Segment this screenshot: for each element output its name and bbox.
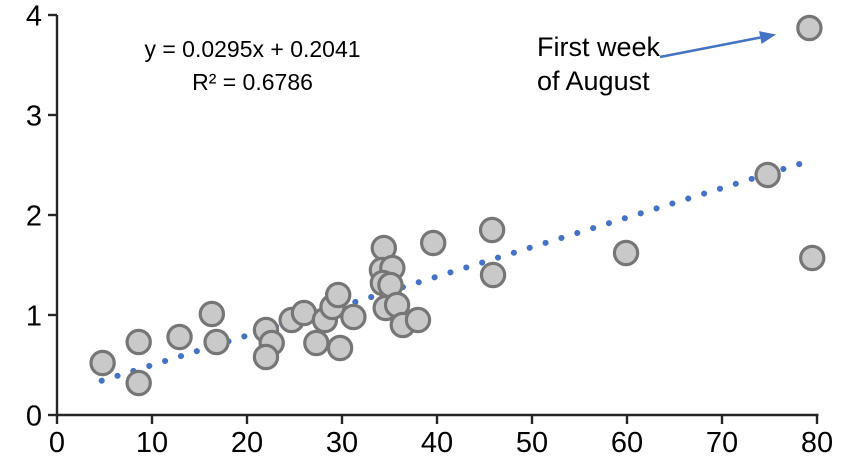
x-tick-label: 40	[421, 427, 453, 459]
data-point	[203, 328, 230, 356]
data-point	[252, 343, 280, 371]
x-tick-label: 60	[611, 427, 643, 459]
data-point	[754, 161, 781, 189]
y-tick-label: 2	[26, 201, 42, 233]
data-point	[612, 239, 640, 267]
data-point	[326, 334, 354, 362]
trendline	[98, 159, 809, 384]
x-tick-label: 50	[516, 427, 548, 459]
data-point	[125, 328, 152, 356]
x-tick-label: 30	[326, 427, 358, 459]
data-point	[325, 281, 352, 309]
annotation-label: First week of August	[537, 30, 660, 98]
data-point	[796, 14, 823, 42]
data-point	[479, 261, 507, 289]
data-point	[303, 329, 330, 357]
equation-text: y = 0.0295x + 0.2041	[144, 36, 361, 62]
x-tick-label: 70	[706, 427, 738, 459]
data-point	[420, 229, 447, 257]
data-point	[404, 306, 432, 334]
annotation-arrow-head	[759, 31, 777, 44]
data-point	[166, 323, 193, 351]
annotation-arrow-line	[659, 36, 761, 59]
data-point	[89, 349, 116, 377]
data-point	[478, 216, 506, 244]
y-tick-label: 3	[26, 101, 42, 133]
x-tick-label: 80	[801, 427, 833, 459]
data-point	[799, 244, 826, 272]
x-tick-label: 10	[136, 427, 168, 459]
y-tick-label: 4	[26, 1, 42, 33]
y-tick-label: 1	[26, 301, 42, 333]
r-squared-text: R² = 0.6786	[192, 69, 313, 95]
data-point	[198, 300, 226, 328]
y-tick-label: 0	[26, 401, 42, 433]
data-point	[125, 369, 152, 397]
x-tick-label: 20	[231, 427, 263, 459]
x-tick-label: 0	[49, 427, 65, 459]
annotation-line-2: of August	[537, 66, 650, 96]
data-point	[340, 303, 367, 331]
trendline-equation-block: y = 0.0295x + 0.2041 R² = 0.6786	[110, 33, 395, 99]
annotation-line-1: First week	[537, 32, 661, 62]
